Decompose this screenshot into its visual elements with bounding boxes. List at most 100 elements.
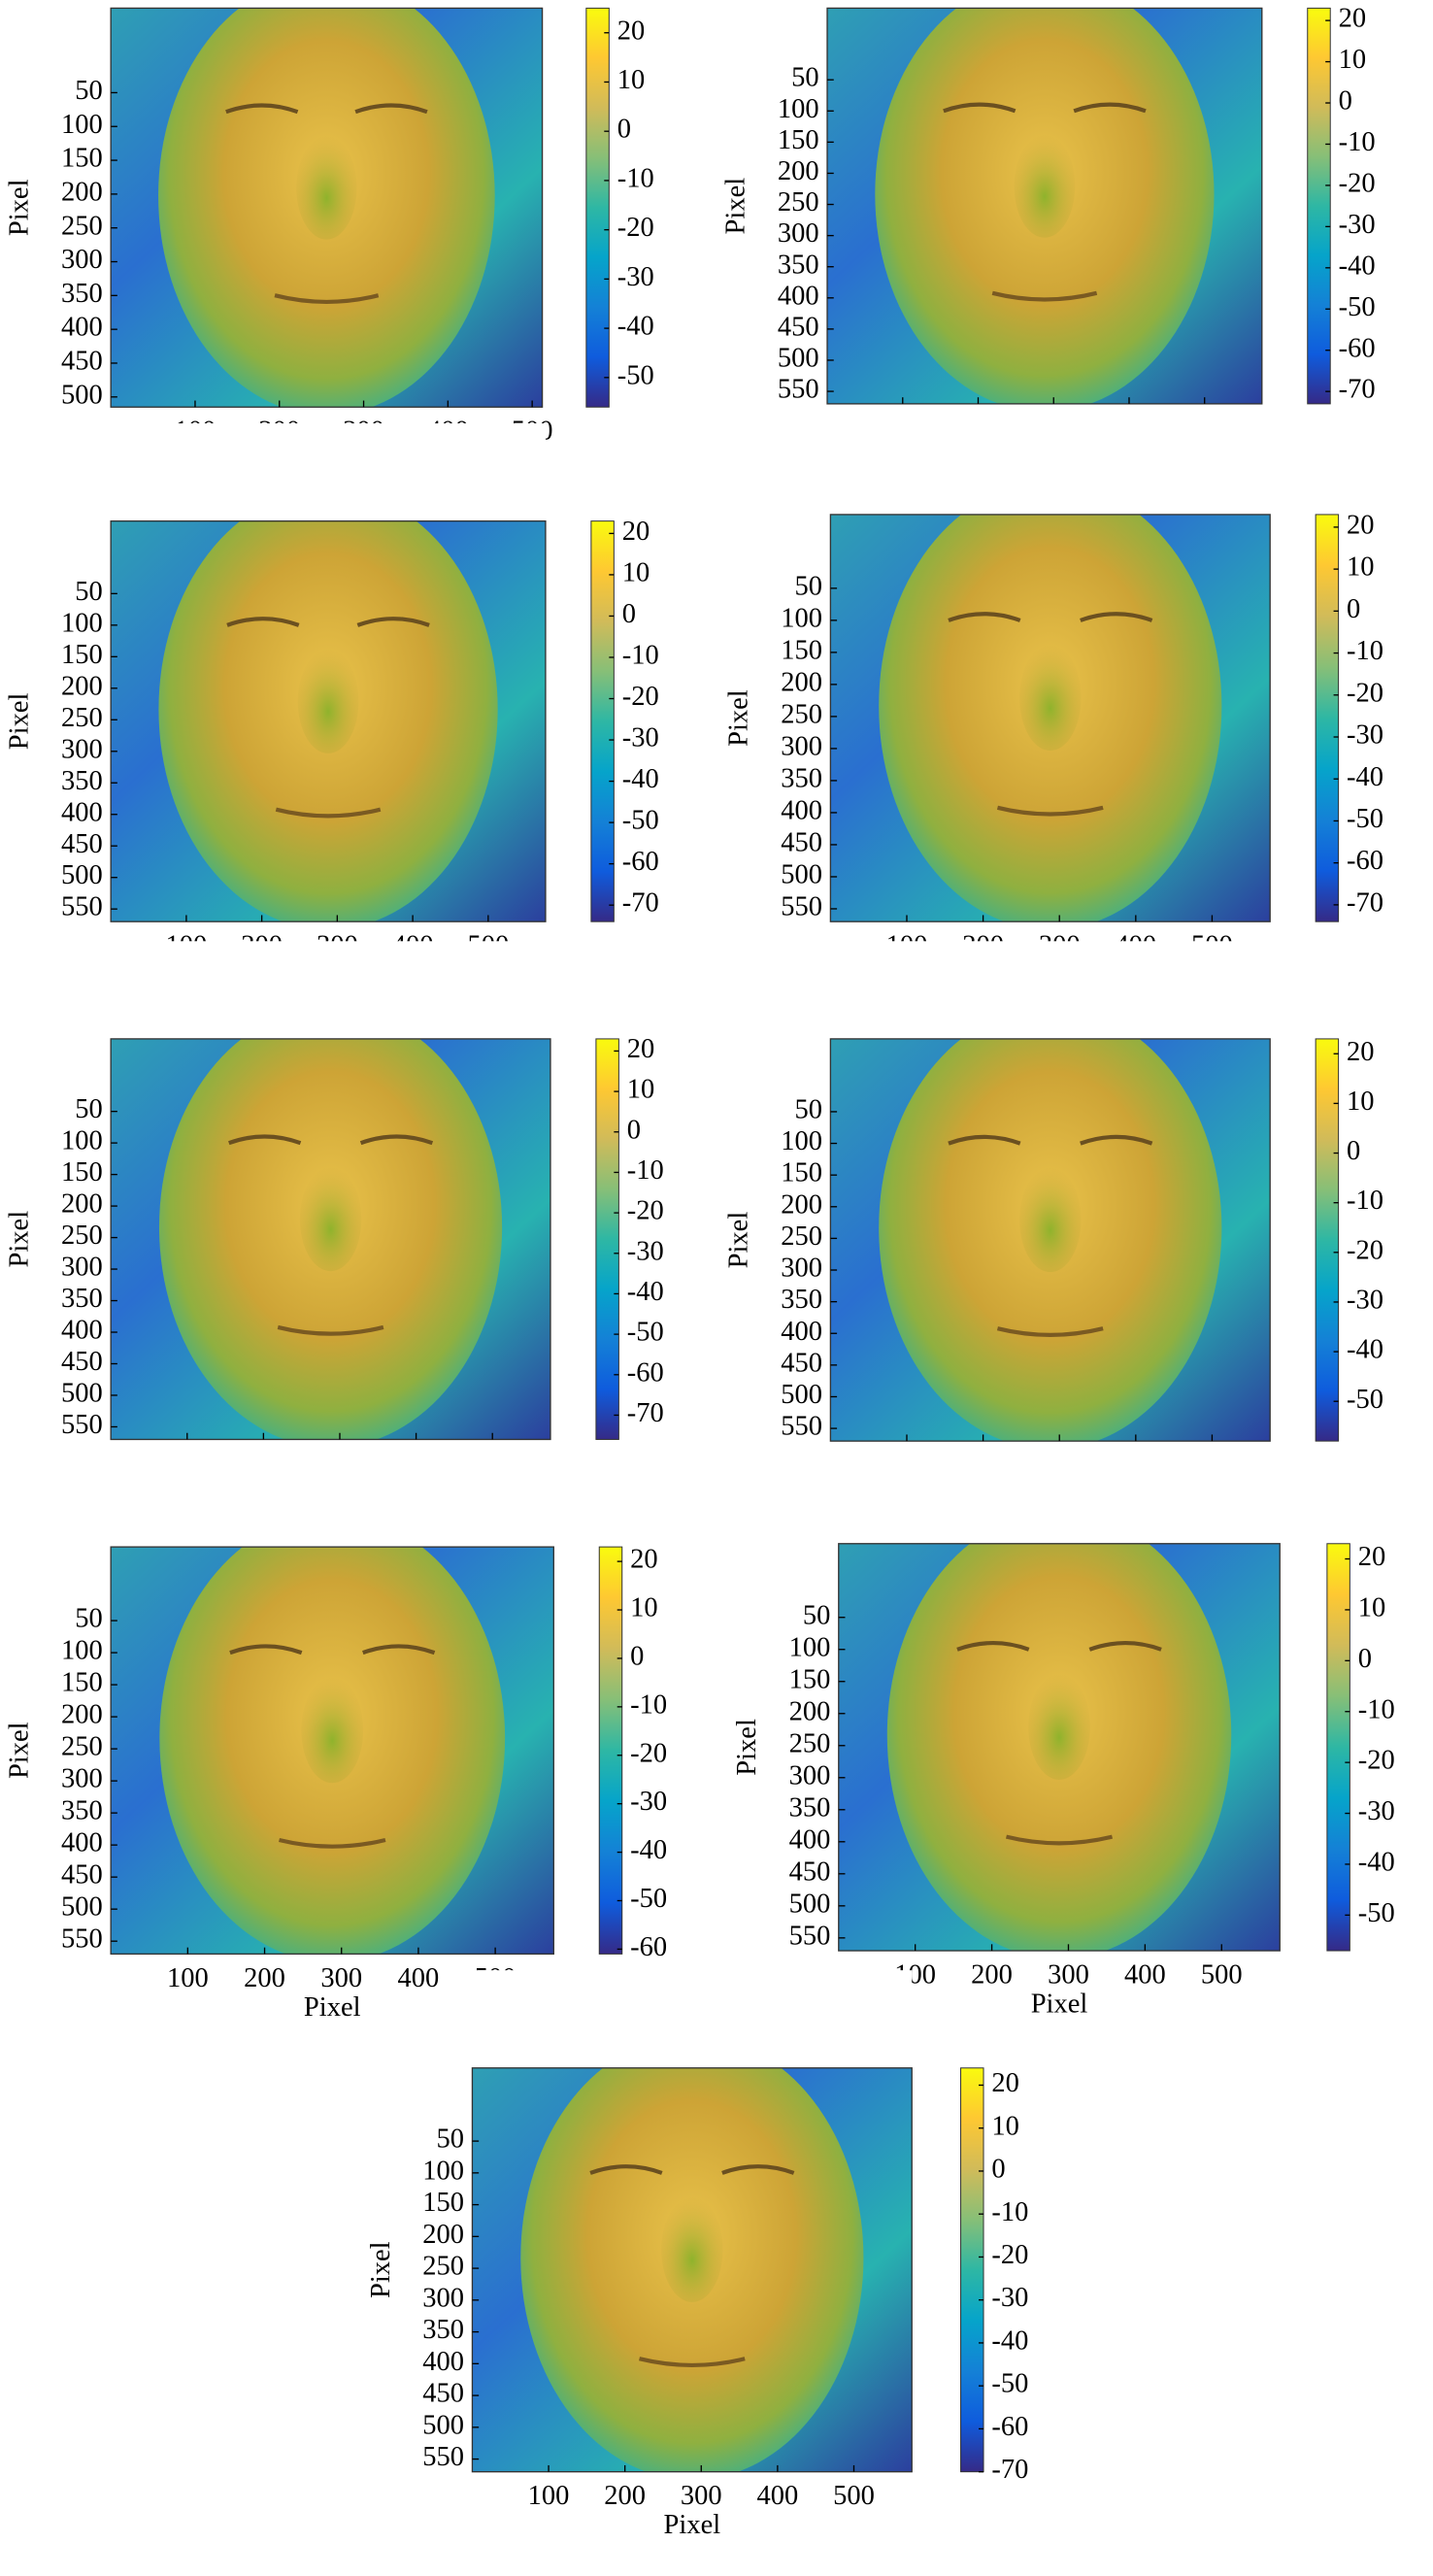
colorbar-tick-label: -40 (1358, 1847, 1395, 1877)
mouth (996, 1326, 1104, 1337)
colorbar-tick-label: 20 (622, 517, 650, 547)
eye (1088, 1641, 1162, 1652)
y-tick-label: 100 (781, 1126, 822, 1156)
y-tick-label: 400 (422, 2347, 464, 2377)
y-tick-label: 200 (781, 667, 822, 697)
eye (948, 1134, 1021, 1146)
colorbar-tick-label: 0 (991, 2155, 1005, 2185)
colorbar-tick-label: -40 (1339, 251, 1376, 281)
y-tick-label: 450 (781, 1348, 822, 1378)
image-clip-bottom (472, 2471, 913, 2576)
y-tick-label: 200 (778, 156, 819, 186)
axes-frame (471, 2067, 913, 2473)
colorbar-tick-label: -50 (617, 360, 654, 390)
colorbar-tick-label: 0 (627, 1115, 641, 1145)
y-tick-label: 100 (61, 1126, 103, 1156)
nose (301, 1677, 364, 1784)
y-tick-label: 250 (789, 1728, 831, 1758)
colorbar-tick-label: 10 (1347, 1087, 1375, 1117)
colorbar (960, 2067, 984, 2473)
x-tick-label: 200 (604, 2481, 646, 2511)
colorbar (1307, 7, 1331, 405)
colorbar-tick-label: -60 (622, 847, 659, 877)
y-axis-label: Pixel (720, 178, 750, 235)
y-tick-label: 550 (781, 1412, 822, 1442)
image-clip-top (838, 1446, 1281, 1544)
y-tick-label: 500 (61, 1892, 103, 1923)
y-axis-label: Pixel (724, 1212, 754, 1269)
colorbar-tick-label: -40 (622, 764, 659, 794)
y-tick-label: 400 (781, 1317, 822, 1347)
image-clip-top (111, 1449, 554, 1548)
y-tick-label: 250 (61, 1221, 103, 1251)
y-tick-label: 100 (778, 94, 819, 124)
x-axis-label: Pixel (664, 2510, 721, 2540)
y-tick-label: 550 (61, 1924, 103, 1955)
y-tick-label: 50 (791, 63, 819, 93)
y-tick-label: 550 (61, 1410, 103, 1440)
x-tick-label: 300 (1048, 1959, 1089, 1990)
colorbar-tick-label: -20 (1339, 168, 1376, 198)
x-tick-label: 400 (398, 1963, 440, 1993)
colorbar-tick-label: -30 (1347, 1285, 1383, 1315)
colorbar-tick-label: 20 (617, 16, 646, 46)
colorbar (590, 520, 615, 922)
y-axis-label: Pixel (4, 179, 34, 236)
y-tick-label: 200 (422, 2220, 464, 2250)
image-clip-top (830, 417, 1271, 515)
colorbar-tick-label: -10 (622, 641, 659, 671)
y-tick-label: 350 (61, 1284, 103, 1314)
colorbar-tick-label: 10 (1358, 1592, 1386, 1623)
eye (354, 103, 428, 115)
colorbar-tick-label: 20 (991, 2068, 1019, 2098)
colorbar-tick-label: -30 (622, 723, 659, 753)
eye (362, 1644, 436, 1656)
colorbar-tick-label: -20 (1358, 1746, 1395, 1776)
colorbar-tick-label: 10 (991, 2111, 1019, 2141)
eye (228, 1134, 302, 1146)
colorbar-tick-label: -60 (1339, 333, 1376, 363)
colorbar-tick-label: -40 (991, 2325, 1028, 2356)
colorbar-tick-label: -40 (627, 1277, 664, 1307)
image-clip-top (827, 0, 1262, 9)
colorbar-tick-label: -40 (617, 312, 654, 342)
colorbar-tick-label: -20 (991, 2240, 1028, 2270)
y-tick-label: 500 (61, 860, 103, 890)
colorbar-tick-label: 10 (627, 1075, 655, 1105)
y-tick-label: 150 (781, 635, 822, 665)
y-tick-label: 350 (61, 1796, 103, 1826)
colorbar (1326, 1543, 1350, 1952)
x-axis-label: Pixel (304, 1992, 361, 2023)
colorbar-tick-label: -50 (1358, 1898, 1395, 1928)
colorbar-tick-label: -10 (1347, 636, 1383, 666)
colorbar-tick-label: 20 (1347, 510, 1375, 540)
y-tick-label: 400 (61, 1828, 103, 1858)
y-tick-label: 450 (61, 829, 103, 859)
colorbar-tick-label: -30 (991, 2283, 1028, 2313)
y-tick-label: 200 (789, 1696, 831, 1726)
y-tick-label: 200 (61, 1189, 103, 1220)
eye (956, 1641, 1030, 1652)
x-tick-label: 100 (167, 1963, 209, 1993)
y-tick-label: 500 (781, 860, 822, 890)
y-tick-label: 250 (61, 211, 103, 241)
eye (1080, 612, 1153, 622)
y-tick-label: 550 (781, 892, 822, 922)
axes-frame (110, 519, 547, 922)
colorbar-tick-label: 20 (1339, 4, 1367, 34)
colorbar-tick-label: -30 (617, 262, 654, 292)
colorbar-tick-label: -60 (991, 2412, 1028, 2442)
y-tick-label: 300 (781, 1254, 822, 1284)
y-tick-label: 550 (61, 892, 103, 922)
y-tick-label: 500 (422, 2410, 464, 2440)
y-tick-label: 450 (61, 1860, 103, 1890)
colorbar-tick-label: 20 (1347, 1037, 1375, 1067)
nose (661, 2196, 723, 2302)
y-tick-label: 450 (781, 827, 822, 857)
eye (1073, 102, 1147, 114)
y-tick-label: 500 (789, 1889, 831, 1919)
y-tick-label: 350 (422, 2315, 464, 2345)
colorbar-tick-label: -50 (1347, 1385, 1383, 1415)
